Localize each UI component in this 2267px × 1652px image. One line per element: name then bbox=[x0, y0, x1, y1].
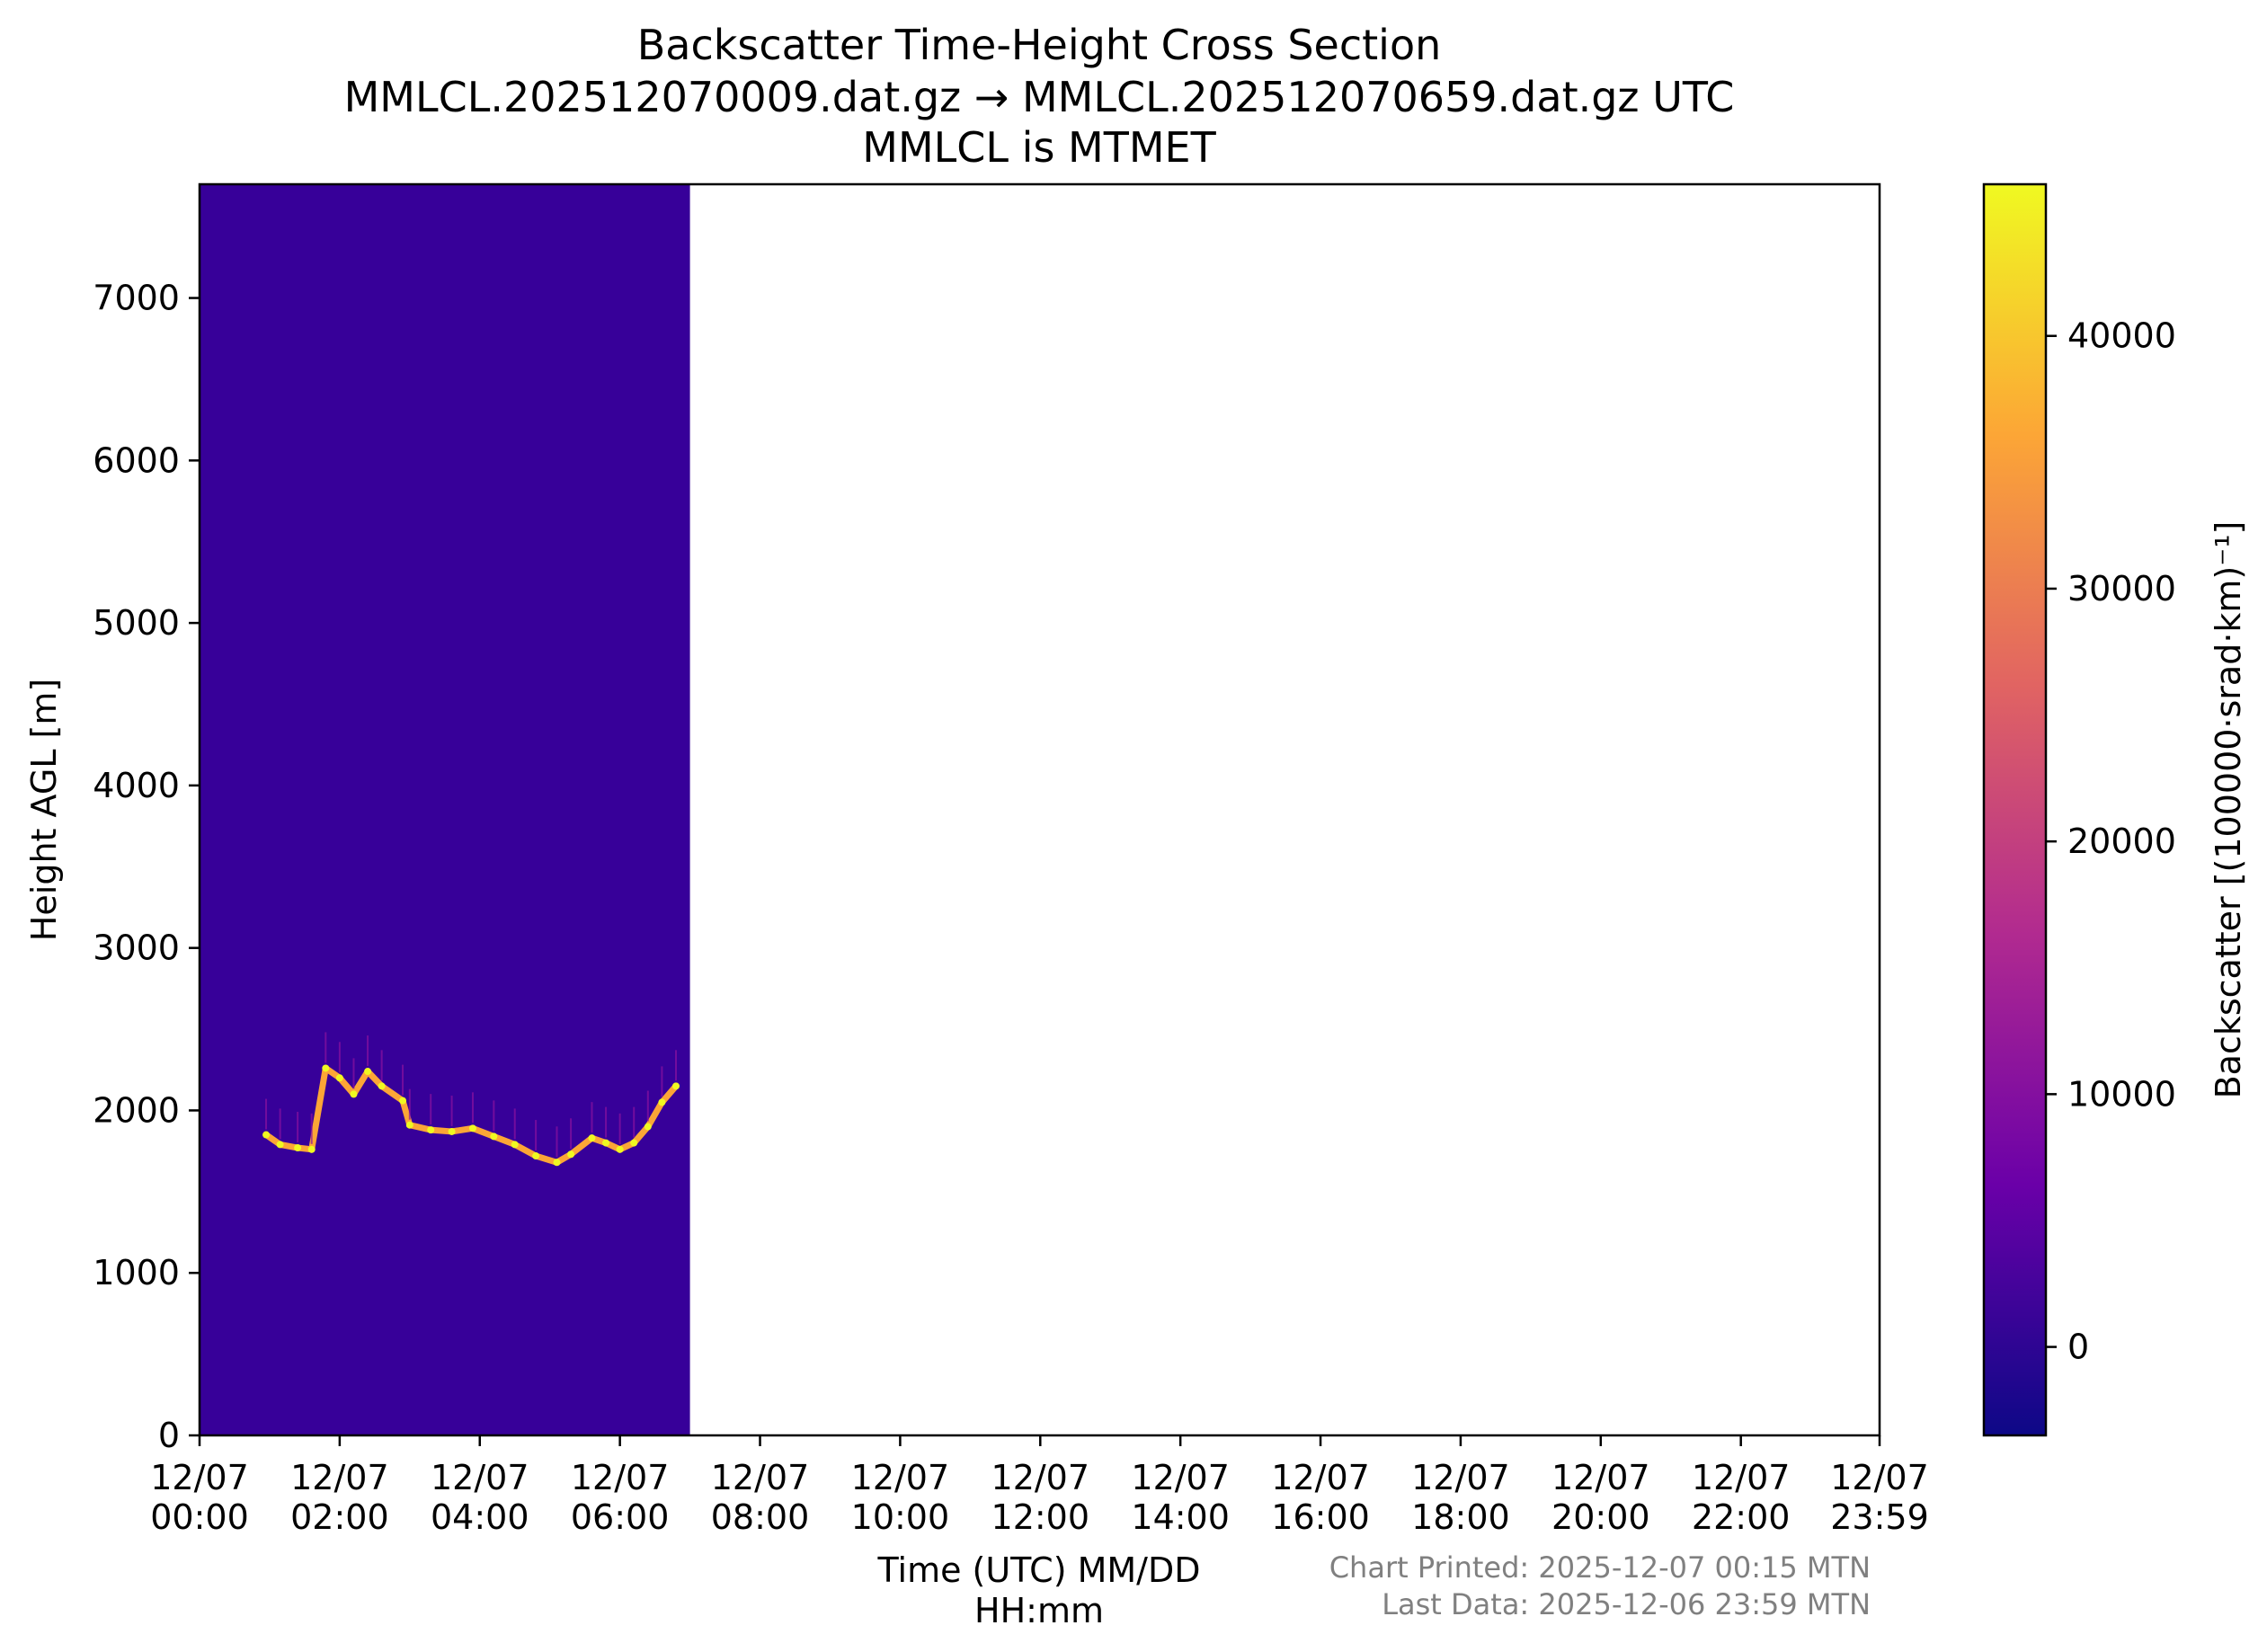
colorbar: 0 10000 20000 30000 40000 Backscatter [(1000… bbox=[1982, 182, 2248, 1437]
cloud-point bbox=[335, 1074, 343, 1082]
colorbar-ticks: 0 10000 20000 30000 40000 bbox=[2046, 316, 2176, 1367]
y-axis: 0 1000 2000 3000 4000 5000 6000 7000 bbox=[93, 279, 200, 1455]
x-tick-date: 12/07 bbox=[1271, 1458, 1370, 1497]
x-tick-time: 12:00 bbox=[991, 1497, 1090, 1537]
x-tick-date: 12/07 bbox=[1830, 1458, 1929, 1497]
cloud-point bbox=[602, 1139, 610, 1147]
cloud-point bbox=[364, 1068, 372, 1076]
colorbar-tick-label: 10000 bbox=[2067, 1074, 2176, 1114]
cloud-point bbox=[616, 1145, 624, 1153]
cloud-point bbox=[322, 1064, 330, 1072]
cloud-layer bbox=[262, 1032, 680, 1167]
cloud-point bbox=[378, 1082, 386, 1090]
colorbar-label: Backscatter [(100000·srad·km)⁻¹] bbox=[2209, 521, 2248, 1099]
cloud-segment bbox=[532, 1152, 560, 1166]
cloud-point bbox=[399, 1097, 407, 1105]
x-tick-time: 18:00 bbox=[1411, 1497, 1510, 1537]
x-tick-date: 12/07 bbox=[290, 1458, 389, 1497]
cloud-point bbox=[532, 1152, 540, 1160]
x-tick-time: 23:59 bbox=[1830, 1497, 1929, 1537]
x-tick-time: 06:00 bbox=[571, 1497, 670, 1537]
x-axis: 12/0700:0012/0702:0012/0704:0012/0706:00… bbox=[150, 1435, 1929, 1537]
y-tick-label: 6000 bbox=[93, 440, 180, 480]
cloud-segment bbox=[645, 1098, 665, 1131]
colorbar-tick-label: 30000 bbox=[2067, 569, 2176, 608]
cloud-point bbox=[307, 1145, 316, 1153]
cloud-point bbox=[490, 1132, 498, 1141]
y-tick-label: 7000 bbox=[93, 279, 180, 318]
x-tick-time: 02:00 bbox=[290, 1497, 389, 1537]
chart-subtitle-1: MMLCL.202512070009.dat.gz → MMLCL.202512… bbox=[344, 73, 1735, 121]
x-tick-time: 10:00 bbox=[851, 1497, 950, 1537]
plot-area bbox=[198, 182, 1881, 1437]
x-tick-date: 12/07 bbox=[1131, 1458, 1230, 1497]
cloud-segment bbox=[511, 1141, 539, 1159]
cloud-point bbox=[671, 1082, 680, 1090]
cloud-point bbox=[468, 1124, 476, 1132]
cloud-segment bbox=[490, 1132, 519, 1148]
chart-title: Backscatter Time-Height Cross Section bbox=[637, 21, 1442, 69]
x-axis-label-1: Time (UTC) MM/DD bbox=[876, 1550, 1200, 1590]
cloud-point bbox=[276, 1141, 284, 1149]
x-tick-time: 00:00 bbox=[150, 1497, 249, 1537]
colorbar-tick-label: 40000 bbox=[2067, 316, 2176, 356]
cloud-segment bbox=[469, 1124, 497, 1140]
chart-subtitle-2: MMLCL is MTMET bbox=[862, 123, 1216, 172]
y-tick-label: 1000 bbox=[93, 1253, 180, 1292]
cloud-point bbox=[262, 1131, 271, 1139]
cloud-point bbox=[567, 1150, 575, 1159]
x-tick-date: 12/07 bbox=[1551, 1458, 1650, 1497]
x-axis-label-2: HH:mm bbox=[974, 1591, 1104, 1630]
colorbar-gradient bbox=[1982, 182, 2048, 1437]
x-tick-date: 12/07 bbox=[150, 1458, 249, 1497]
y-tick-label: 5000 bbox=[93, 603, 180, 643]
y-axis-label: Height AGL [m] bbox=[24, 679, 64, 941]
x-tick-time: 16:00 bbox=[1271, 1497, 1370, 1537]
last-data-note: Last Data: 2025-12-06 23:59 MTN bbox=[1382, 1587, 1871, 1621]
cloud-segment bbox=[308, 1064, 329, 1153]
cloud-segment bbox=[350, 1068, 371, 1097]
x-tick-date: 12/07 bbox=[1692, 1458, 1791, 1497]
y-tick-label: 4000 bbox=[93, 766, 180, 805]
cloud-point bbox=[658, 1098, 666, 1106]
cloud-segment bbox=[399, 1097, 413, 1129]
cloud-point bbox=[448, 1127, 456, 1135]
x-tick-time: 04:00 bbox=[431, 1497, 529, 1537]
colorbar-tick-label: 20000 bbox=[2067, 822, 2176, 861]
y-tick-label: 0 bbox=[158, 1416, 180, 1455]
cloud-segment bbox=[567, 1134, 595, 1158]
y-tick-label: 3000 bbox=[93, 928, 180, 968]
x-tick-date: 12/07 bbox=[571, 1458, 670, 1497]
chart-printed-note: Chart Printed: 2025-12-07 00:15 MTN bbox=[1329, 1550, 1871, 1585]
colorbar-tick-label: 0 bbox=[2067, 1328, 2089, 1367]
cloud-point bbox=[350, 1090, 358, 1098]
cloud-segment bbox=[378, 1082, 406, 1105]
cloud-point bbox=[630, 1139, 638, 1147]
x-tick-date: 12/07 bbox=[1411, 1458, 1510, 1497]
cloud-segment bbox=[406, 1122, 434, 1133]
cloud-point bbox=[553, 1159, 561, 1167]
x-tick-date: 12/07 bbox=[991, 1458, 1090, 1497]
cloud-point bbox=[294, 1144, 302, 1152]
x-tick-time: 14:00 bbox=[1131, 1497, 1230, 1537]
heatmap-data-region bbox=[200, 184, 690, 1435]
x-tick-date: 12/07 bbox=[711, 1458, 810, 1497]
y-tick-label: 2000 bbox=[93, 1090, 180, 1130]
x-tick-date: 12/07 bbox=[851, 1458, 950, 1497]
x-tick-time: 22:00 bbox=[1692, 1497, 1791, 1537]
x-tick-time: 08:00 bbox=[711, 1497, 810, 1537]
cloud-point bbox=[405, 1121, 413, 1129]
cloud-point bbox=[644, 1123, 652, 1131]
cloud-point bbox=[588, 1134, 596, 1142]
cloud-point bbox=[511, 1141, 519, 1149]
x-tick-time: 20:00 bbox=[1551, 1497, 1650, 1537]
cloud-point bbox=[427, 1126, 435, 1134]
x-tick-date: 12/07 bbox=[431, 1458, 529, 1497]
